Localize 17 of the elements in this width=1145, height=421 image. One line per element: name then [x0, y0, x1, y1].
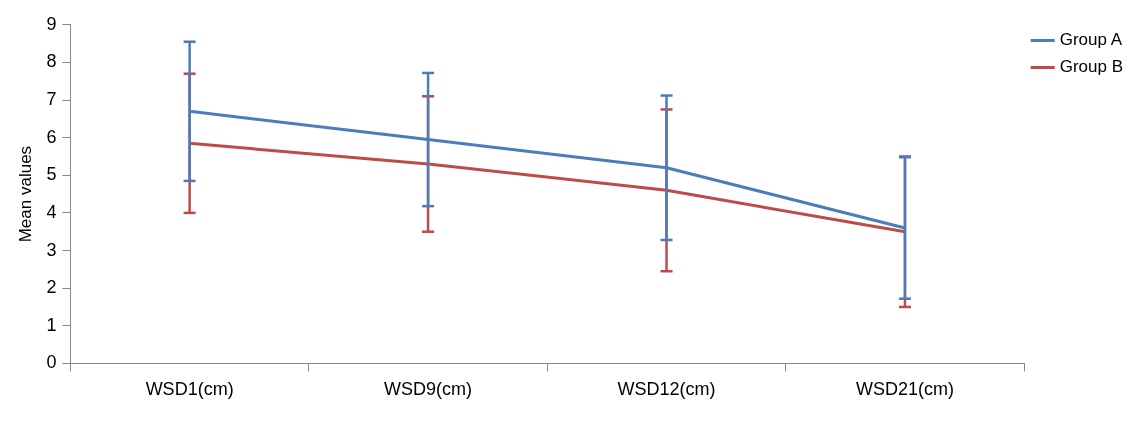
y-tick-label: 8	[46, 51, 57, 72]
y-tick-label: 3	[46, 239, 57, 260]
y-tick-label: 9	[46, 13, 57, 34]
y-tick-label: 6	[46, 126, 57, 147]
legend-label: Group B	[1059, 57, 1123, 77]
y-tick-label: 0	[46, 352, 57, 373]
x-tick-label: WSD21(cm)	[855, 379, 954, 400]
y-tick-label: 7	[46, 89, 57, 110]
y-tick-label: 2	[46, 277, 57, 298]
y-tick-label: 5	[46, 164, 57, 185]
x-tick-label: WSD12(cm)	[617, 379, 716, 400]
x-tick-label: WSD1(cm)	[145, 379, 234, 400]
y-tick-label: 1	[46, 314, 57, 335]
x-tick-label: WSD9(cm)	[384, 379, 473, 400]
y-axis-title: Mean values	[15, 145, 35, 243]
y-tick-label: 4	[46, 201, 57, 222]
legend-label: Group A	[1059, 30, 1123, 50]
